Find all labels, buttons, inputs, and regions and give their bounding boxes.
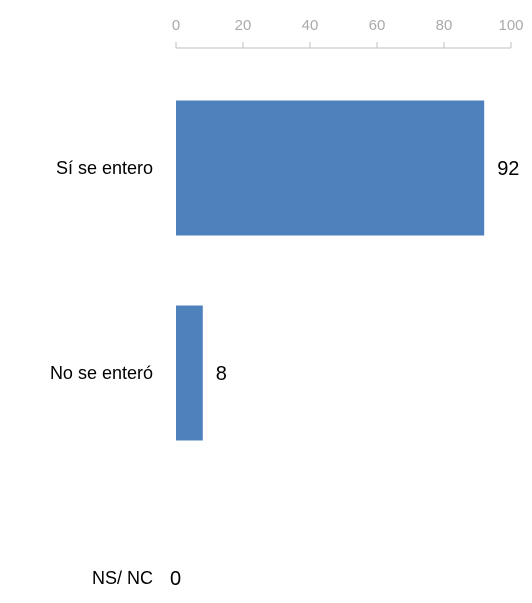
- labels: Sí se entero 92 No se enteró 8 NS/ NC 0: [50, 158, 520, 590]
- x-tick-label: 40: [302, 17, 319, 34]
- x-tick-label: 100: [498, 17, 523, 34]
- category-label: No se enteró: [50, 363, 153, 383]
- category-label: Sí se entero: [56, 158, 153, 178]
- x-tick-label: 0: [172, 17, 180, 34]
- bar: [176, 100, 485, 236]
- bars: [176, 100, 485, 441]
- category-label: NS/ NC: [92, 568, 153, 588]
- data-label: 92: [497, 158, 519, 180]
- data-label: 0: [170, 568, 181, 590]
- bar: [176, 305, 203, 441]
- x-tick-label: 60: [369, 17, 386, 34]
- x-axis: 0 20 40 60 80 100: [172, 17, 524, 49]
- x-tick-label: 80: [436, 17, 453, 34]
- data-label: 8: [216, 363, 227, 385]
- x-tick-label: 20: [235, 17, 252, 34]
